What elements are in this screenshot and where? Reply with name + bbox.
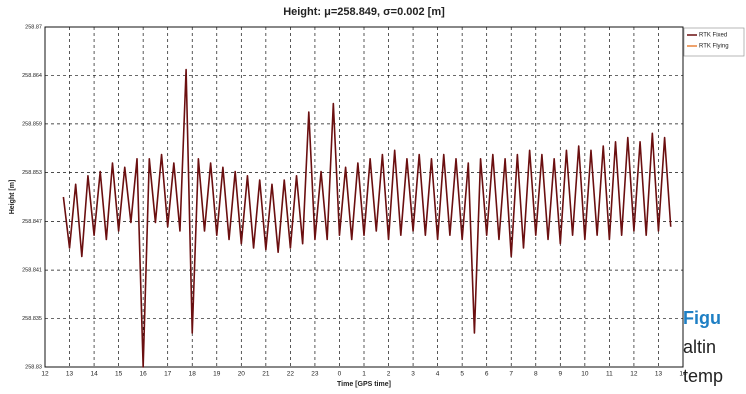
x-tick-label: 21 — [262, 371, 270, 378]
x-tick-label: 2 — [387, 371, 391, 378]
legend-label: RTK Fixed — [699, 33, 727, 39]
x-tick-label: 22 — [287, 371, 295, 378]
x-tick-label: 23 — [311, 371, 319, 378]
x-tick-label: 0 — [338, 371, 342, 378]
x-tick-label: 7 — [509, 371, 513, 378]
x-tick-label: 15 — [115, 371, 123, 378]
y-tick-label: 258.841 — [22, 268, 42, 274]
y-axis-label: Height [m] — [9, 180, 16, 215]
x-tick-label: 12 — [630, 371, 638, 378]
chart-title: Height: μ=258.849, σ=0.002 [m] — [283, 6, 445, 18]
x-tick-label: 1 — [362, 371, 366, 378]
x-tick-label: 4 — [436, 371, 440, 378]
x-tick-label: 20 — [238, 371, 246, 378]
legend-box — [683, 27, 745, 57]
x-tick-label: 8 — [534, 371, 538, 378]
x-tick-label: 3 — [411, 371, 415, 378]
caption-fragment: temp — [683, 366, 723, 386]
x-tick-label: 13 — [66, 371, 74, 378]
x-tick-label: 9 — [558, 371, 562, 378]
x-tick-label: 16 — [140, 371, 148, 378]
legend-label: RTK Flying — [699, 44, 729, 50]
x-tick-label: 14 — [90, 371, 98, 378]
x-tick-label: 14 — [679, 371, 687, 378]
x-tick-label: 17 — [164, 371, 172, 378]
y-tick-label: 258.853 — [22, 170, 42, 176]
caption-fragment: Figu — [683, 308, 721, 328]
x-tick-label: 19 — [213, 371, 221, 378]
x-tick-label: 11 — [606, 371, 613, 378]
x-tick-label: 5 — [460, 371, 464, 378]
x-tick-label: 6 — [485, 371, 489, 378]
y-tick-label: 258.847 — [22, 219, 42, 225]
data-line — [62, 68, 672, 368]
x-tick-label: 18 — [189, 371, 197, 378]
x-tick-label: 10 — [581, 371, 589, 378]
y-tick-label: 258.859 — [22, 121, 42, 127]
y-tick-label: 258.835 — [22, 316, 42, 322]
x-tick-label: 13 — [655, 371, 663, 378]
x-tick-label: 12 — [41, 371, 49, 378]
y-tick-label: 258.864 — [22, 73, 42, 79]
y-tick-label: 258.87 — [25, 24, 42, 30]
caption-fragment: altin — [683, 337, 716, 357]
y-tick-label: 258.83 — [25, 364, 42, 370]
x-axis-label: Time [GPS time] — [337, 381, 391, 388]
